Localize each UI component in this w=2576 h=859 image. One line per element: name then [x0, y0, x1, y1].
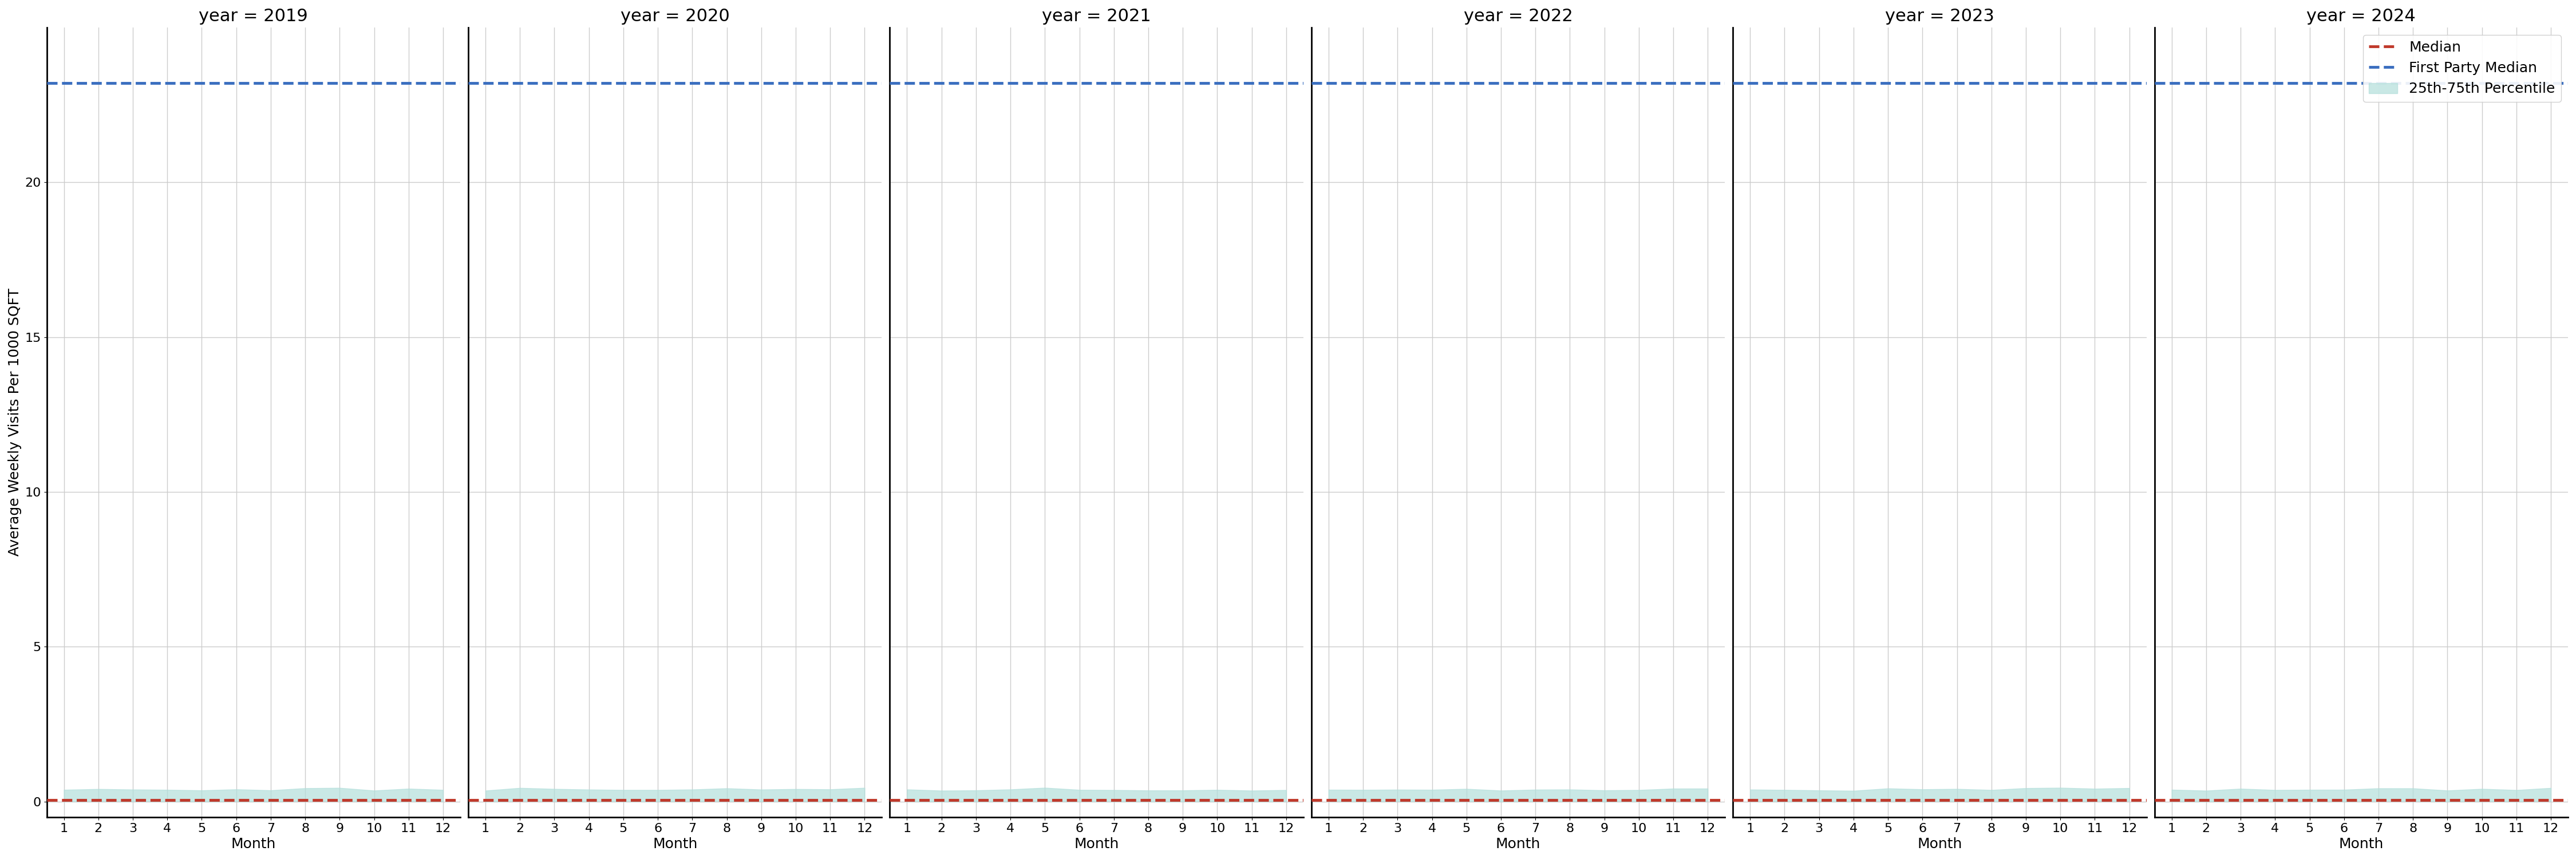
X-axis label: Month: Month [232, 838, 276, 851]
X-axis label: Month: Month [1497, 838, 1540, 851]
Title: year = 2021: year = 2021 [1041, 8, 1151, 25]
Title: year = 2019: year = 2019 [198, 8, 309, 25]
X-axis label: Month: Month [1074, 838, 1118, 851]
X-axis label: Month: Month [652, 838, 698, 851]
Title: year = 2022: year = 2022 [1463, 8, 1574, 25]
Title: year = 2023: year = 2023 [1886, 8, 1994, 25]
Legend: Median, First Party Median, 25th-75th Percentile: Median, First Party Median, 25th-75th Pe… [2362, 34, 2561, 101]
Title: year = 2020: year = 2020 [621, 8, 729, 25]
X-axis label: Month: Month [2339, 838, 2383, 851]
Title: year = 2024: year = 2024 [2306, 8, 2416, 25]
Y-axis label: Average Weekly Visits Per 1000 SQFT: Average Weekly Visits Per 1000 SQFT [8, 289, 21, 557]
X-axis label: Month: Month [1917, 838, 1963, 851]
